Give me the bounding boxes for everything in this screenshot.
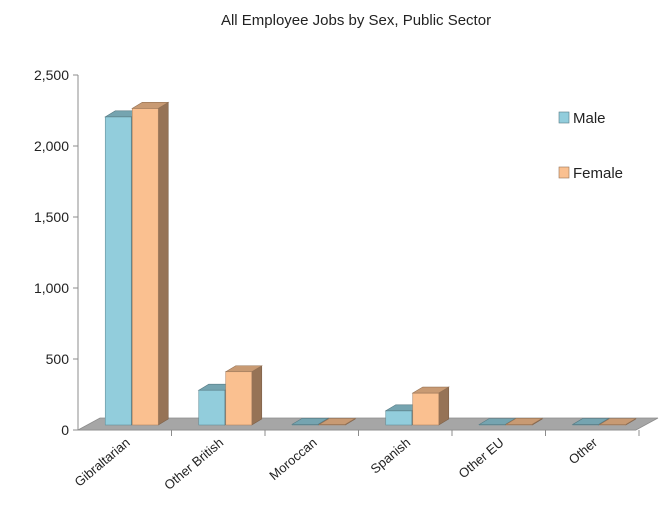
y-tick-label: 2,500 [34,67,69,83]
legend-swatch-male [558,111,570,124]
bar-side [438,386,450,426]
bar-female-other [598,417,637,426]
bar-female-moroccan [318,417,357,426]
y-tick-label: 500 [46,351,70,367]
bar-front [225,371,253,426]
bar-front [104,116,132,426]
bar-top [505,417,544,425]
bar-female-spanish [411,386,450,426]
x-category-label: Other British [161,435,226,493]
bar-top [411,386,450,394]
bar-female-gibraltarian [131,101,170,426]
x-category-label: Spanish [368,435,414,477]
bar-top [478,418,517,425]
x-category-label: Gibraltarian [72,435,133,490]
y-tick-label: 0 [61,422,69,438]
y-tick-label: 1,000 [34,280,69,296]
bar-front [385,410,413,426]
bar-side [251,365,263,426]
bar-top [131,102,170,109]
bar-top [571,418,610,425]
chart-title: All Employee Jobs by Sex, Public Sector [221,12,491,29]
bar-front [131,108,159,426]
bar-front [412,392,440,426]
x-category-label: Moroccan [266,435,319,483]
legend-label-male: Male [573,110,606,127]
legend-swatch-female [558,166,570,179]
bar-female-other-british [224,365,263,426]
bar-side [157,101,169,426]
bar-top [291,417,330,425]
legend: Male Female [558,110,623,182]
bar-male-other [571,417,610,426]
bar-front [198,389,226,426]
bar-top [224,365,263,373]
y-tick-label: 1,500 [34,209,69,225]
bar-top [598,418,637,425]
x-category-label: Other [566,434,601,467]
legend-label-female: Female [573,165,623,182]
bar-top [318,418,357,425]
bars-layer [104,101,637,426]
bar-female-other-eu [505,417,544,426]
bar-male-moroccan [291,417,330,426]
x-category-label: Other EU [456,435,507,481]
y-tick-label: 2,000 [34,138,69,154]
